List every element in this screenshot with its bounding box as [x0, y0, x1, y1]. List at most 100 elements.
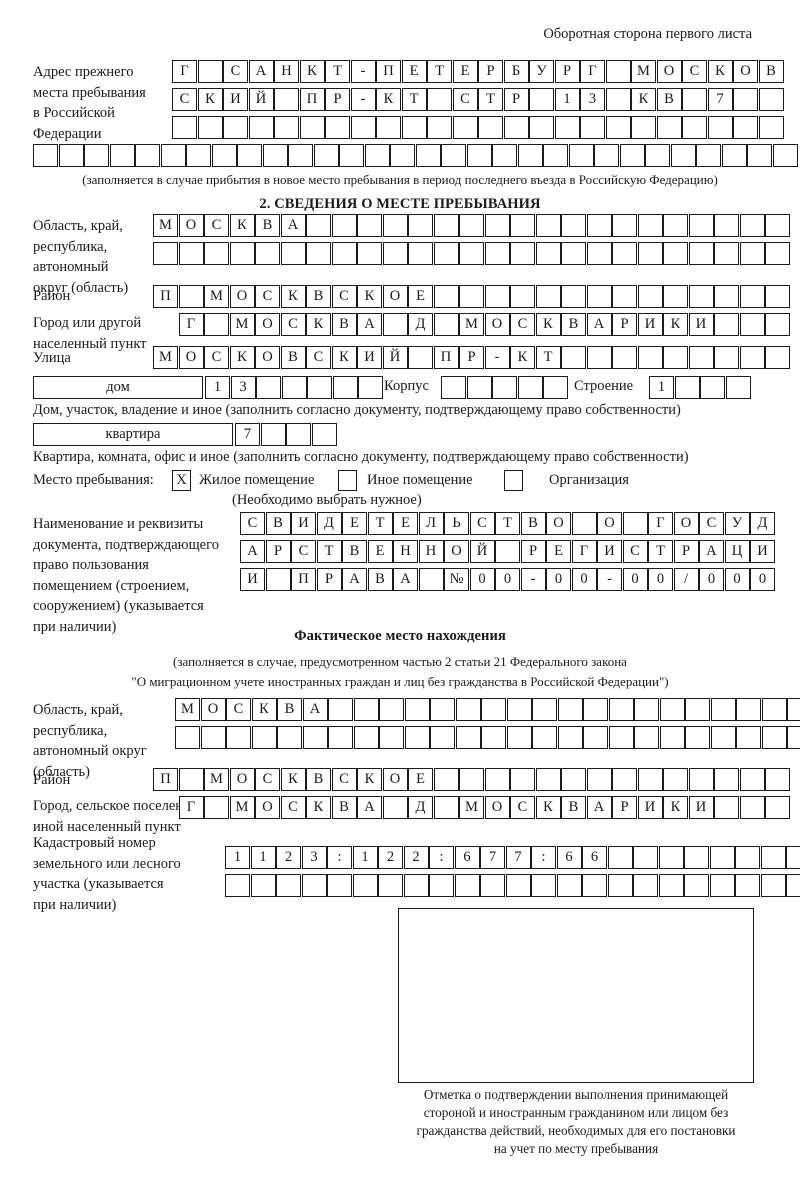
char-cell[interactable]: [510, 242, 535, 265]
char-cell[interactable]: Е: [408, 768, 433, 791]
char-cell[interactable]: Г: [571, 540, 597, 563]
char-cell[interactable]: [58, 144, 84, 167]
char-cell[interactable]: [529, 88, 554, 111]
char-cell[interactable]: Ц: [724, 540, 750, 563]
char-cell[interactable]: Т: [648, 540, 673, 563]
char-cell[interactable]: 6: [582, 846, 607, 869]
house-box-label[interactable]: дом: [33, 376, 203, 399]
char-cell[interactable]: [561, 285, 586, 308]
char-cell[interactable]: [568, 144, 594, 167]
char-cell[interactable]: С: [255, 768, 280, 791]
char-cell[interactable]: [466, 144, 492, 167]
char-cell[interactable]: [328, 698, 353, 721]
char-cell[interactable]: [586, 242, 612, 265]
char-cell[interactable]: [739, 242, 765, 265]
char-cell[interactable]: Т: [478, 88, 503, 111]
char-cell[interactable]: [709, 874, 735, 897]
char-cell[interactable]: С: [306, 346, 331, 369]
char-cell[interactable]: 3: [580, 88, 605, 111]
char-cell[interactable]: [466, 376, 492, 399]
char-cell[interactable]: [659, 698, 685, 721]
char-cell[interactable]: К: [306, 313, 331, 336]
char-cell[interactable]: [484, 285, 510, 308]
char-cell[interactable]: [670, 144, 696, 167]
char-cell[interactable]: О: [255, 346, 280, 369]
char-cell[interactable]: [760, 846, 786, 869]
char-cell[interactable]: [725, 376, 751, 399]
char-cell[interactable]: [506, 698, 532, 721]
char-cell[interactable]: [696, 144, 721, 167]
char-cell[interactable]: [765, 285, 790, 308]
char-cell[interactable]: [663, 285, 688, 308]
char-cell[interactable]: О: [200, 698, 226, 721]
char-cell[interactable]: 0: [571, 568, 597, 591]
char-cell[interactable]: :: [327, 846, 352, 869]
char-cell[interactable]: [401, 116, 427, 139]
char-cell[interactable]: [532, 698, 557, 721]
char-cell[interactable]: К: [707, 60, 733, 83]
char-cell[interactable]: Р: [459, 346, 484, 369]
char-cell[interactable]: [404, 726, 430, 749]
char-cell[interactable]: [605, 60, 631, 83]
char-cell[interactable]: [178, 242, 204, 265]
char-cell[interactable]: М: [631, 60, 656, 83]
char-cell[interactable]: Р: [554, 60, 580, 83]
char-cell[interactable]: [430, 698, 455, 721]
char-cell[interactable]: [331, 242, 357, 265]
char-cell[interactable]: 2: [378, 846, 403, 869]
char-cell[interactable]: [274, 88, 299, 111]
char-cell[interactable]: [302, 726, 328, 749]
char-cell[interactable]: [554, 116, 580, 139]
char-cell[interactable]: [280, 242, 306, 265]
char-cell[interactable]: 0: [622, 568, 648, 591]
char-cell[interactable]: С: [331, 768, 357, 791]
char-cell[interactable]: Е: [367, 540, 393, 563]
char-cell[interactable]: [256, 376, 281, 399]
char-cell[interactable]: П: [376, 60, 401, 83]
char-cell[interactable]: [637, 214, 663, 237]
char-cell[interactable]: О: [382, 285, 408, 308]
char-cell[interactable]: С: [682, 60, 707, 83]
char-cell[interactable]: [478, 116, 503, 139]
char-cell[interactable]: [237, 144, 262, 167]
char-cell[interactable]: [441, 144, 466, 167]
confirmation-stamp-box[interactable]: [398, 908, 754, 1083]
char-cell[interactable]: 7: [235, 423, 260, 446]
char-cell[interactable]: С: [240, 512, 265, 535]
char-cell[interactable]: Г: [172, 60, 197, 83]
char-cell[interactable]: [255, 242, 280, 265]
char-cell[interactable]: [688, 242, 714, 265]
char-cell[interactable]: 3: [301, 846, 327, 869]
char-cell[interactable]: [204, 796, 229, 819]
char-cell[interactable]: [684, 846, 709, 869]
char-cell[interactable]: О: [255, 796, 280, 819]
char-cell[interactable]: [612, 242, 637, 265]
char-cell[interactable]: [358, 376, 383, 399]
char-cell[interactable]: [758, 88, 784, 111]
char-cell[interactable]: [301, 874, 327, 897]
char-cell[interactable]: В: [331, 313, 357, 336]
char-cell[interactable]: [135, 144, 160, 167]
char-cell[interactable]: [495, 540, 520, 563]
char-cell[interactable]: [403, 874, 429, 897]
char-cell[interactable]: [459, 214, 484, 237]
char-cell[interactable]: Т: [367, 512, 393, 535]
char-cell[interactable]: М: [153, 214, 178, 237]
char-cell[interactable]: А: [393, 568, 418, 591]
char-cell[interactable]: Л: [418, 512, 444, 535]
char-cell[interactable]: [484, 242, 510, 265]
char-cell[interactable]: У: [724, 512, 750, 535]
char-cell[interactable]: 6: [454, 846, 480, 869]
char-cell[interactable]: В: [758, 60, 784, 83]
char-cell[interactable]: В: [656, 88, 682, 111]
char-cell[interactable]: [594, 144, 619, 167]
char-cell[interactable]: [765, 346, 790, 369]
char-cell[interactable]: И: [357, 346, 382, 369]
char-cell[interactable]: [714, 313, 739, 336]
char-cell[interactable]: Д: [750, 512, 775, 535]
stroenie-cells[interactable]: 1: [649, 376, 751, 399]
char-cell[interactable]: [736, 698, 761, 721]
char-cell[interactable]: -: [520, 568, 546, 591]
